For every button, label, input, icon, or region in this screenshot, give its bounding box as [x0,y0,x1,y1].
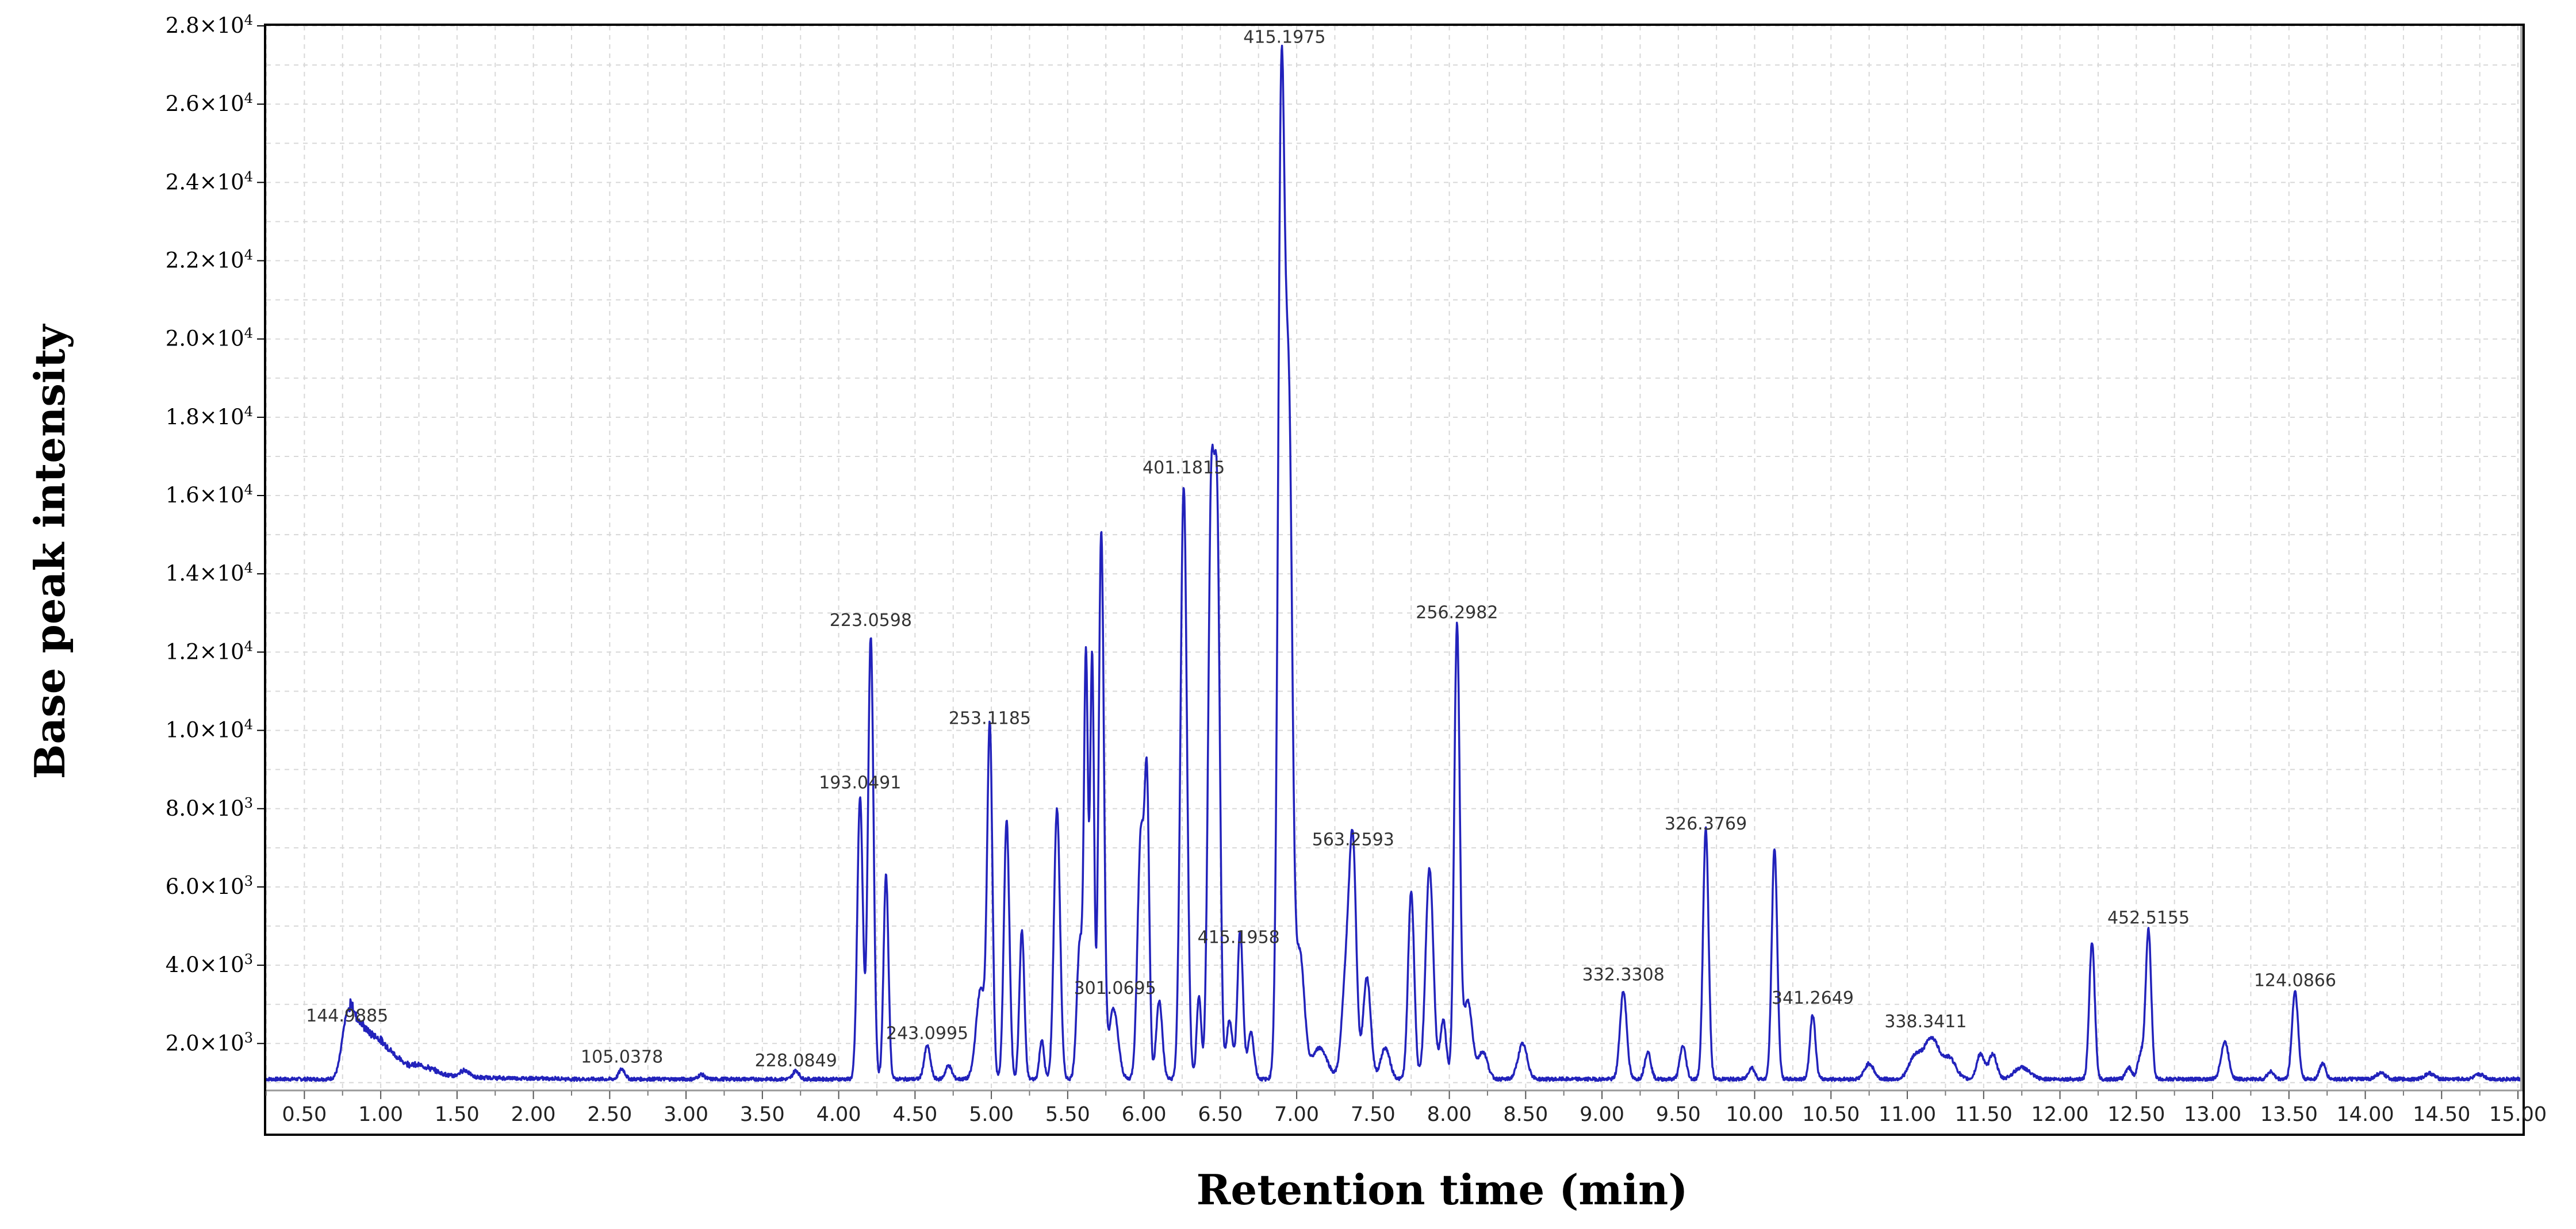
peak-label: 326.3769 [1665,814,1747,834]
x-tick-label: 6.50 [1198,1103,1243,1126]
y-tick-label: 2.2×104 [166,247,253,273]
y-tick-label: 4.0×103 [166,951,253,977]
x-tick-label: 7.50 [1351,1103,1396,1126]
x-tick-label: 6.00 [1122,1103,1167,1126]
x-tick-label: 1.50 [435,1103,480,1126]
x-tick-label: 5.50 [1045,1103,1090,1126]
peak-label: 223.0598 [830,610,912,631]
x-tick-label: 8.00 [1427,1103,1472,1126]
x-axis-ticks: 0.50 1.00 1.50 2.00 2.50 3.00 3.50 4.00 4.50 5.00… [266,1091,2547,1126]
peak-label: 563.2593 [1312,829,1394,850]
peak-label: 301.0695 [1074,978,1156,998]
plot-frame [264,24,2525,1136]
peak-labels: 144.9885 105.0378 228.0849 193.0491 223.0598… [306,28,2336,1071]
x-tick-label: 0.50 [282,1103,327,1126]
x-axis-label: Retention time (min) [1197,1165,1688,1214]
chromatogram-trace [266,44,2524,1082]
x-tick-label: 11.50 [1955,1103,2012,1126]
x-tick-label: 4.00 [816,1103,861,1126]
x-tick-label: 3.00 [664,1103,708,1126]
y-axis-label: Base peak intensity [25,323,74,779]
x-tick-label: 13.50 [2260,1103,2318,1126]
x-tick-label: 3.50 [740,1103,785,1126]
y-tick-label: 2.8×104 [166,12,253,38]
peak-label: 452.5155 [2107,908,2190,928]
x-tick-label: 1.00 [358,1103,403,1126]
x-tick-label: 2.00 [511,1103,556,1126]
x-tick-label: 15.00 [2489,1103,2547,1126]
x-tick-label: 11.00 [1879,1103,1936,1126]
y-tick-label: 1.0×104 [166,717,253,743]
y-tick-label: 2.6×104 [166,90,253,116]
x-tick-label: 8.50 [1503,1103,1548,1126]
x-tick-label: 10.00 [1726,1103,1783,1126]
peak-label: 243.0995 [886,1024,968,1044]
y-tick-label: 8.0×103 [166,795,253,821]
peak-label: 332.3308 [1582,965,1665,985]
x-tick-label: 14.50 [2413,1103,2470,1126]
x-tick-label: 7.00 [1274,1103,1319,1126]
y-tick-label: 2.0×103 [166,1030,253,1055]
peak-label: 144.9885 [306,1006,388,1026]
x-tick-label: 12.00 [2031,1103,2088,1126]
peak-label: 193.0491 [819,773,901,793]
peak-label: 124.0866 [2254,971,2336,991]
peak-label: 338.3411 [1884,1012,1966,1032]
x-tick-label: 10.50 [1802,1103,1860,1126]
x-tick-label: 4.50 [892,1103,937,1126]
x-tick-label: 2.50 [587,1103,632,1126]
y-axis-ticks: 2.0×103 4.0×103 6.0×103 8.0×103 1.0×104 1.2×1… [166,12,265,1055]
x-tick-label: 12.50 [2107,1103,2165,1126]
y-tick-label: 1.8×104 [166,404,253,429]
y-tick-label: 6.0×103 [166,873,253,899]
peak-label: 256.2982 [1416,603,1498,623]
y-tick-label: 2.0×104 [166,325,253,351]
peak-label: 228.0849 [755,1051,837,1071]
peak-label: 415.1975 [1243,28,1325,48]
peak-label: 341.2649 [1772,988,1854,1008]
y-tick-label: 2.4×104 [166,168,253,194]
peak-label: 253.1185 [949,708,1031,728]
y-tick-label: 1.4×104 [166,560,253,586]
x-tick-label: 5.00 [969,1103,1014,1126]
x-tick-label: 9.00 [1580,1103,1624,1126]
x-tick-label: 13.00 [2184,1103,2241,1126]
x-tick-label: 9.50 [1656,1103,1701,1126]
peak-label: 415.1958 [1198,928,1280,948]
peak-label: 401.1815 [1143,458,1225,478]
x-tick-label: 14.00 [2336,1103,2394,1126]
y-tick-label: 1.2×104 [166,638,253,664]
peak-label: 105.0378 [581,1047,663,1067]
y-tick-label: 1.6×104 [166,482,253,508]
